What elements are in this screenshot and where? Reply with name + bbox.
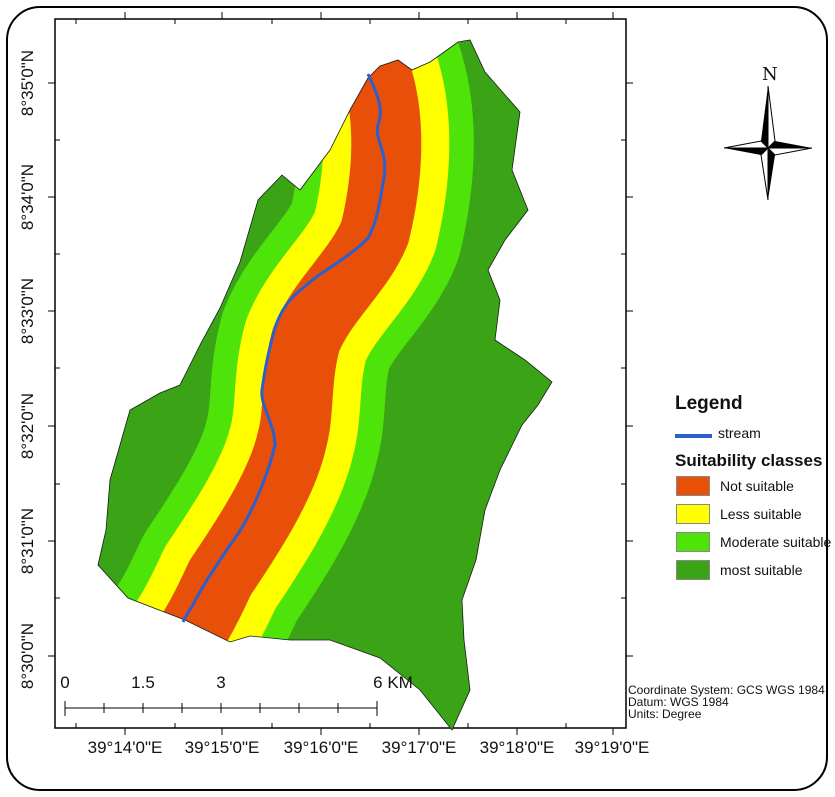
- scale-label: 0: [60, 673, 70, 692]
- legend-class-label: Not suitable: [720, 478, 794, 494]
- lon-label: 39°14'0"E: [87, 738, 163, 757]
- lat-label: 8°30'0"N: [18, 622, 37, 690]
- units-text: Units: Degree: [628, 707, 702, 721]
- map-metadata: Coordinate System: GCS WGS 1984 Datum: W…: [628, 684, 825, 720]
- legend-class-row: most suitable: [654, 559, 832, 583]
- scale-label: 6 KM: [373, 673, 413, 692]
- basin-outline: [97, 39, 553, 731]
- legend-stream-row: stream: [654, 423, 832, 445]
- lon-label: 39°16'0"E: [283, 738, 359, 757]
- legend-class-row: Less suitable: [654, 503, 832, 527]
- legend-classes-title: Suitability classes: [675, 451, 823, 470]
- lon-label: 39°17'0"E: [381, 738, 457, 757]
- lon-label: 39°19'0"E: [574, 738, 650, 757]
- lat-label: 8°32'0"N: [18, 392, 37, 460]
- stream-symbol: [675, 434, 712, 438]
- lat-label: 8°33'0"N: [18, 277, 37, 345]
- legend-class-row: Moderate suitable: [654, 531, 832, 555]
- lon-ticks: [75, 12, 614, 735]
- legend-title: Legend: [675, 393, 743, 414]
- coordinate-system-text: Coordinate System: GCS WGS 1984: [628, 683, 825, 697]
- scale-label: 1.5: [131, 673, 155, 692]
- scale-label: 3: [216, 673, 226, 692]
- lat-label: 8°35'0"N: [18, 49, 37, 117]
- legend-class-label: most suitable: [720, 562, 803, 578]
- north-label: N: [762, 64, 778, 85]
- legend-stream-label: stream: [718, 425, 761, 441]
- stream-line: [181, 73, 387, 623]
- lat-label: 8°34'0"N: [18, 163, 37, 231]
- legend: Legend stream Suitability classes Not su…: [654, 393, 832, 583]
- legend-swatch: [676, 476, 710, 496]
- lat-label: 8°31'0"N: [18, 507, 37, 575]
- legend-swatch: [676, 560, 710, 580]
- map-neatline: [54, 18, 627, 729]
- legend-swatch: [676, 504, 710, 524]
- lon-label: 39°18'0"E: [479, 738, 555, 757]
- suitability-zones: [98, 40, 552, 730]
- map-frame: [6, 6, 828, 791]
- legend-class-row: Not suitable: [654, 475, 832, 499]
- lat-ticks: [48, 82, 633, 657]
- datum-text: Datum: WGS 1984: [628, 695, 729, 709]
- scale-bar: [64, 701, 378, 716]
- legend-class-label: Moderate suitable: [720, 534, 832, 550]
- north-arrow-icon: [723, 85, 813, 201]
- legend-class-label: Less suitable: [720, 506, 802, 522]
- lon-label: 39°15'0"E: [184, 738, 260, 757]
- legend-swatch: [676, 532, 710, 552]
